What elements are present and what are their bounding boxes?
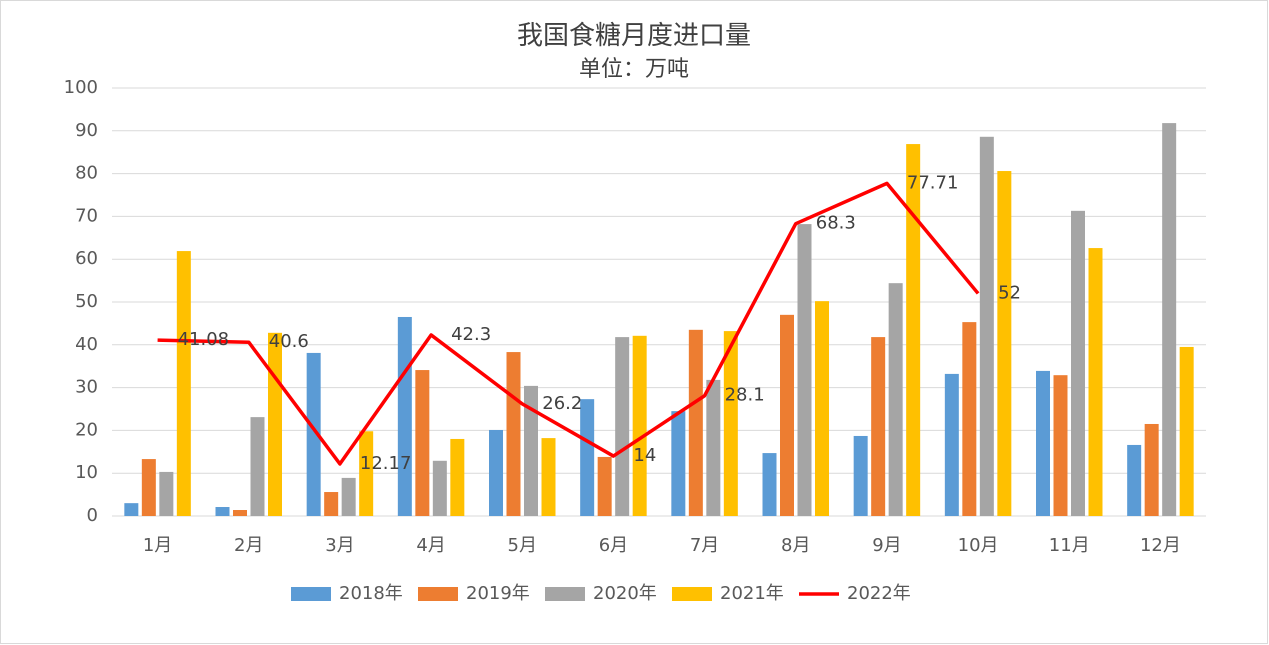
bar xyxy=(432,460,447,516)
bar xyxy=(944,373,959,516)
bar xyxy=(415,370,430,516)
legend-swatch xyxy=(672,587,712,601)
bar xyxy=(1071,210,1085,516)
bar xyxy=(580,399,595,516)
line xyxy=(157,181,980,466)
bar xyxy=(853,435,868,516)
x-tick-label: 11月 xyxy=(1049,535,1090,556)
data-label: 52 xyxy=(998,282,1021,303)
y-tick-label: 10 xyxy=(75,462,98,483)
bar xyxy=(506,352,521,516)
bar xyxy=(815,301,829,516)
bar xyxy=(176,251,191,516)
bar xyxy=(541,438,556,516)
legend-swatch xyxy=(418,587,458,601)
bar xyxy=(632,335,647,516)
chart-title: 我国食糖月度进口量 xyxy=(517,21,751,51)
bar xyxy=(1036,370,1050,516)
data-label: 12.17 xyxy=(360,453,412,474)
x-tick-label: 4月 xyxy=(416,535,445,556)
data-label: 77.71 xyxy=(907,172,959,193)
bar xyxy=(341,477,356,516)
bar xyxy=(233,510,247,516)
bar xyxy=(141,459,156,516)
chart-subtitle: 单位：万吨 xyxy=(579,57,689,82)
bar xyxy=(1127,444,1142,516)
x-tick-label: 6月 xyxy=(599,535,628,556)
x-tick-label: 2月 xyxy=(234,535,263,556)
bar xyxy=(762,453,777,516)
bar xyxy=(723,331,738,516)
data-label: 42.3 xyxy=(451,324,491,345)
x-tick-label: 10月 xyxy=(958,535,999,556)
data-label: 14 xyxy=(633,445,656,466)
bar xyxy=(979,136,994,517)
bar xyxy=(1162,123,1177,516)
y-tick-label: 70 xyxy=(75,205,98,226)
bar xyxy=(871,337,886,516)
bar xyxy=(450,438,465,516)
data-label: 41.08 xyxy=(178,329,230,350)
bar xyxy=(1088,248,1103,516)
bar xyxy=(706,379,721,516)
data-label: 26.2 xyxy=(542,393,582,414)
bar xyxy=(671,411,686,516)
legend-label: 2019年 xyxy=(466,583,530,604)
y-tick-label: 80 xyxy=(75,163,98,184)
bar xyxy=(688,329,703,516)
bar xyxy=(615,337,630,516)
y-tick-label: 100 xyxy=(64,77,98,98)
data-label: 28.1 xyxy=(725,385,765,406)
bar xyxy=(159,471,174,516)
legend-swatch xyxy=(291,587,331,601)
x-tick-label: 9月 xyxy=(872,535,901,556)
x-tick-label: 3月 xyxy=(325,535,354,556)
bar xyxy=(997,171,1012,517)
legend-label: 2021年 xyxy=(720,583,784,604)
bar xyxy=(1144,423,1159,516)
legend-swatch xyxy=(545,587,585,601)
y-tick-label: 60 xyxy=(75,248,98,269)
bar xyxy=(489,429,503,516)
bar xyxy=(906,144,921,516)
bar xyxy=(797,224,812,516)
legend-label: 2022年 xyxy=(847,583,911,604)
data-label: 40.6 xyxy=(269,331,309,352)
y-tick-label: 20 xyxy=(75,419,98,440)
bar xyxy=(962,322,977,516)
y-tick-label: 90 xyxy=(75,120,98,141)
bar xyxy=(524,385,538,516)
bar xyxy=(397,316,412,516)
x-tick-label: 8月 xyxy=(781,535,810,556)
data-label: 68.3 xyxy=(816,213,856,234)
bar xyxy=(324,492,339,516)
bar xyxy=(780,314,794,516)
y-tick-label: 0 xyxy=(87,505,98,526)
x-tick-label: 7月 xyxy=(690,535,719,556)
x-tick-label: 1月 xyxy=(143,535,172,556)
bar xyxy=(888,283,903,516)
y-tick-label: 50 xyxy=(75,291,98,312)
x-tick-label: 5月 xyxy=(508,535,537,556)
bar xyxy=(215,507,230,516)
y-tick-label: 40 xyxy=(75,334,98,355)
bar xyxy=(306,352,321,516)
bar xyxy=(597,456,612,516)
x-tick-label: 12月 xyxy=(1140,535,1181,556)
bar xyxy=(124,503,139,516)
legend-label: 2018年 xyxy=(339,583,403,604)
bar xyxy=(250,417,265,516)
y-tick-label: 30 xyxy=(75,377,98,398)
bar xyxy=(1179,346,1194,516)
bar xyxy=(359,431,374,516)
bar xyxy=(268,332,282,516)
bar xyxy=(1053,375,1068,516)
legend-label: 2020年 xyxy=(593,583,657,604)
